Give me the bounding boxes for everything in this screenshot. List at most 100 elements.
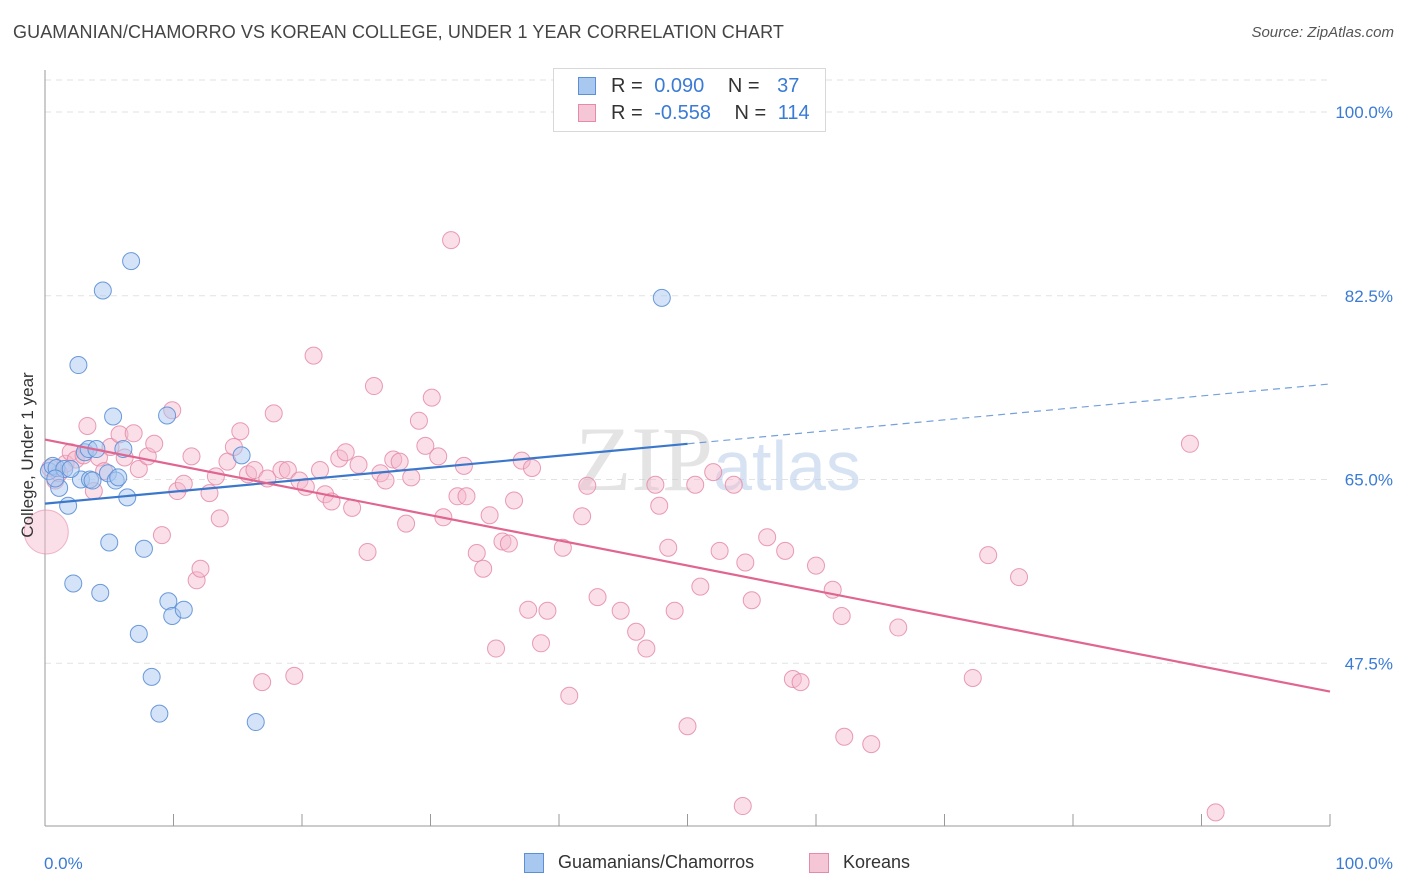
korean-point xyxy=(23,509,69,555)
korean-point xyxy=(429,447,448,466)
trend-lines xyxy=(44,383,1331,693)
korean-point xyxy=(611,601,630,620)
korean-point xyxy=(724,475,743,494)
y-axis-title: College, Under 1 year xyxy=(18,372,37,538)
guamanian-point xyxy=(91,583,110,602)
korean-point xyxy=(742,591,761,610)
korean-point xyxy=(245,461,264,480)
korean-point xyxy=(416,436,435,455)
korean-point xyxy=(573,507,592,526)
legend-n-label: N = xyxy=(734,102,767,124)
pink-swatch-icon xyxy=(809,853,829,873)
guamanian-point xyxy=(122,252,141,271)
korean-point xyxy=(191,559,210,578)
korean-point xyxy=(832,607,851,625)
watermark: ZIPatlas xyxy=(575,408,861,510)
korean-point xyxy=(182,447,201,466)
korean-point xyxy=(704,463,723,482)
blue-swatch-icon xyxy=(524,853,544,873)
korean-point xyxy=(678,717,697,736)
korean-point xyxy=(758,528,777,547)
korean-point xyxy=(210,509,229,528)
guamanian-point xyxy=(100,533,119,552)
korean-point xyxy=(963,668,982,687)
korean-point xyxy=(588,588,607,607)
korean-point xyxy=(499,534,518,553)
korean-point xyxy=(650,496,669,515)
korean-point xyxy=(231,422,250,441)
korean-point xyxy=(710,541,729,560)
korean-trend-line xyxy=(44,438,1331,693)
korean-point xyxy=(862,735,881,754)
korean-point xyxy=(152,526,171,545)
korean-point xyxy=(358,542,377,561)
x-tick-label: 100.0% xyxy=(1335,854,1393,873)
korean-point xyxy=(310,461,329,480)
korean-point xyxy=(493,532,512,551)
korean-point xyxy=(376,471,395,490)
korean-point xyxy=(889,618,908,637)
guamanian-point xyxy=(150,704,169,723)
korean-point xyxy=(1206,803,1225,822)
guamanian-point xyxy=(104,407,123,426)
korean-point xyxy=(422,388,441,407)
korean-point xyxy=(253,673,272,692)
korean-point xyxy=(285,666,304,685)
legend-n-value: 114 xyxy=(777,102,810,124)
legend-label: Koreans xyxy=(843,852,911,872)
source-label: Source: ZipAtlas.com xyxy=(1251,24,1394,41)
legend-r-value: -0.558 xyxy=(654,102,711,124)
x-tick-label: 0.0% xyxy=(44,854,83,873)
legend-n-label: N = xyxy=(727,75,760,97)
guamanian-point xyxy=(46,469,65,488)
guamanian-trend-line xyxy=(44,442,688,505)
korean-point xyxy=(835,727,854,746)
korean-point xyxy=(646,475,665,494)
guamanian-point xyxy=(109,468,128,487)
korean-point xyxy=(532,634,551,653)
korean-point xyxy=(578,476,597,495)
blue-swatch-icon xyxy=(578,77,596,95)
watermark-layer: ZIPatlas xyxy=(575,408,861,510)
korean-point xyxy=(145,434,164,453)
korean-point xyxy=(665,601,684,620)
korean-point xyxy=(627,622,646,641)
pink-swatch-icon xyxy=(578,104,596,122)
korean-point xyxy=(480,506,499,525)
korean-point xyxy=(457,487,476,506)
korean-point xyxy=(807,556,825,575)
korean-point xyxy=(637,639,656,658)
korean-point xyxy=(538,601,557,620)
guamanian-point xyxy=(129,624,148,643)
korean-point xyxy=(519,600,538,619)
axis-labels: 47.5% 65.0% 82.5% 100.0% 0.0% 100.0% College, … xyxy=(18,103,1393,873)
korean-point xyxy=(187,571,206,590)
korean-point xyxy=(1010,568,1029,587)
y-tick-label: 65.0% xyxy=(1345,471,1393,490)
guamanian-point xyxy=(142,667,161,686)
korean-point xyxy=(304,346,323,365)
korean-point xyxy=(474,559,493,578)
guamanian-point xyxy=(652,288,671,307)
korean-point xyxy=(174,474,193,493)
legend-label: Guamanians/Chamorros xyxy=(558,852,755,872)
korean-point xyxy=(791,673,810,692)
y-tick-label: 82.5% xyxy=(1345,287,1393,306)
korean-point xyxy=(129,460,148,478)
korean-point xyxy=(736,553,755,572)
korean-point xyxy=(467,544,486,562)
korean-point xyxy=(560,686,579,705)
legend-n-value: 37 xyxy=(777,75,800,97)
korean-point xyxy=(733,797,752,816)
korean-point xyxy=(124,424,143,443)
guamanian-point xyxy=(83,471,102,490)
korean-point xyxy=(553,538,572,557)
korean-point xyxy=(384,450,403,469)
korean-point xyxy=(390,452,409,471)
guamanian-trend-extension xyxy=(687,383,1331,445)
korean-point xyxy=(776,541,795,560)
korean-point xyxy=(349,455,368,474)
guamanian-point xyxy=(174,600,193,619)
korean-point xyxy=(78,416,97,435)
